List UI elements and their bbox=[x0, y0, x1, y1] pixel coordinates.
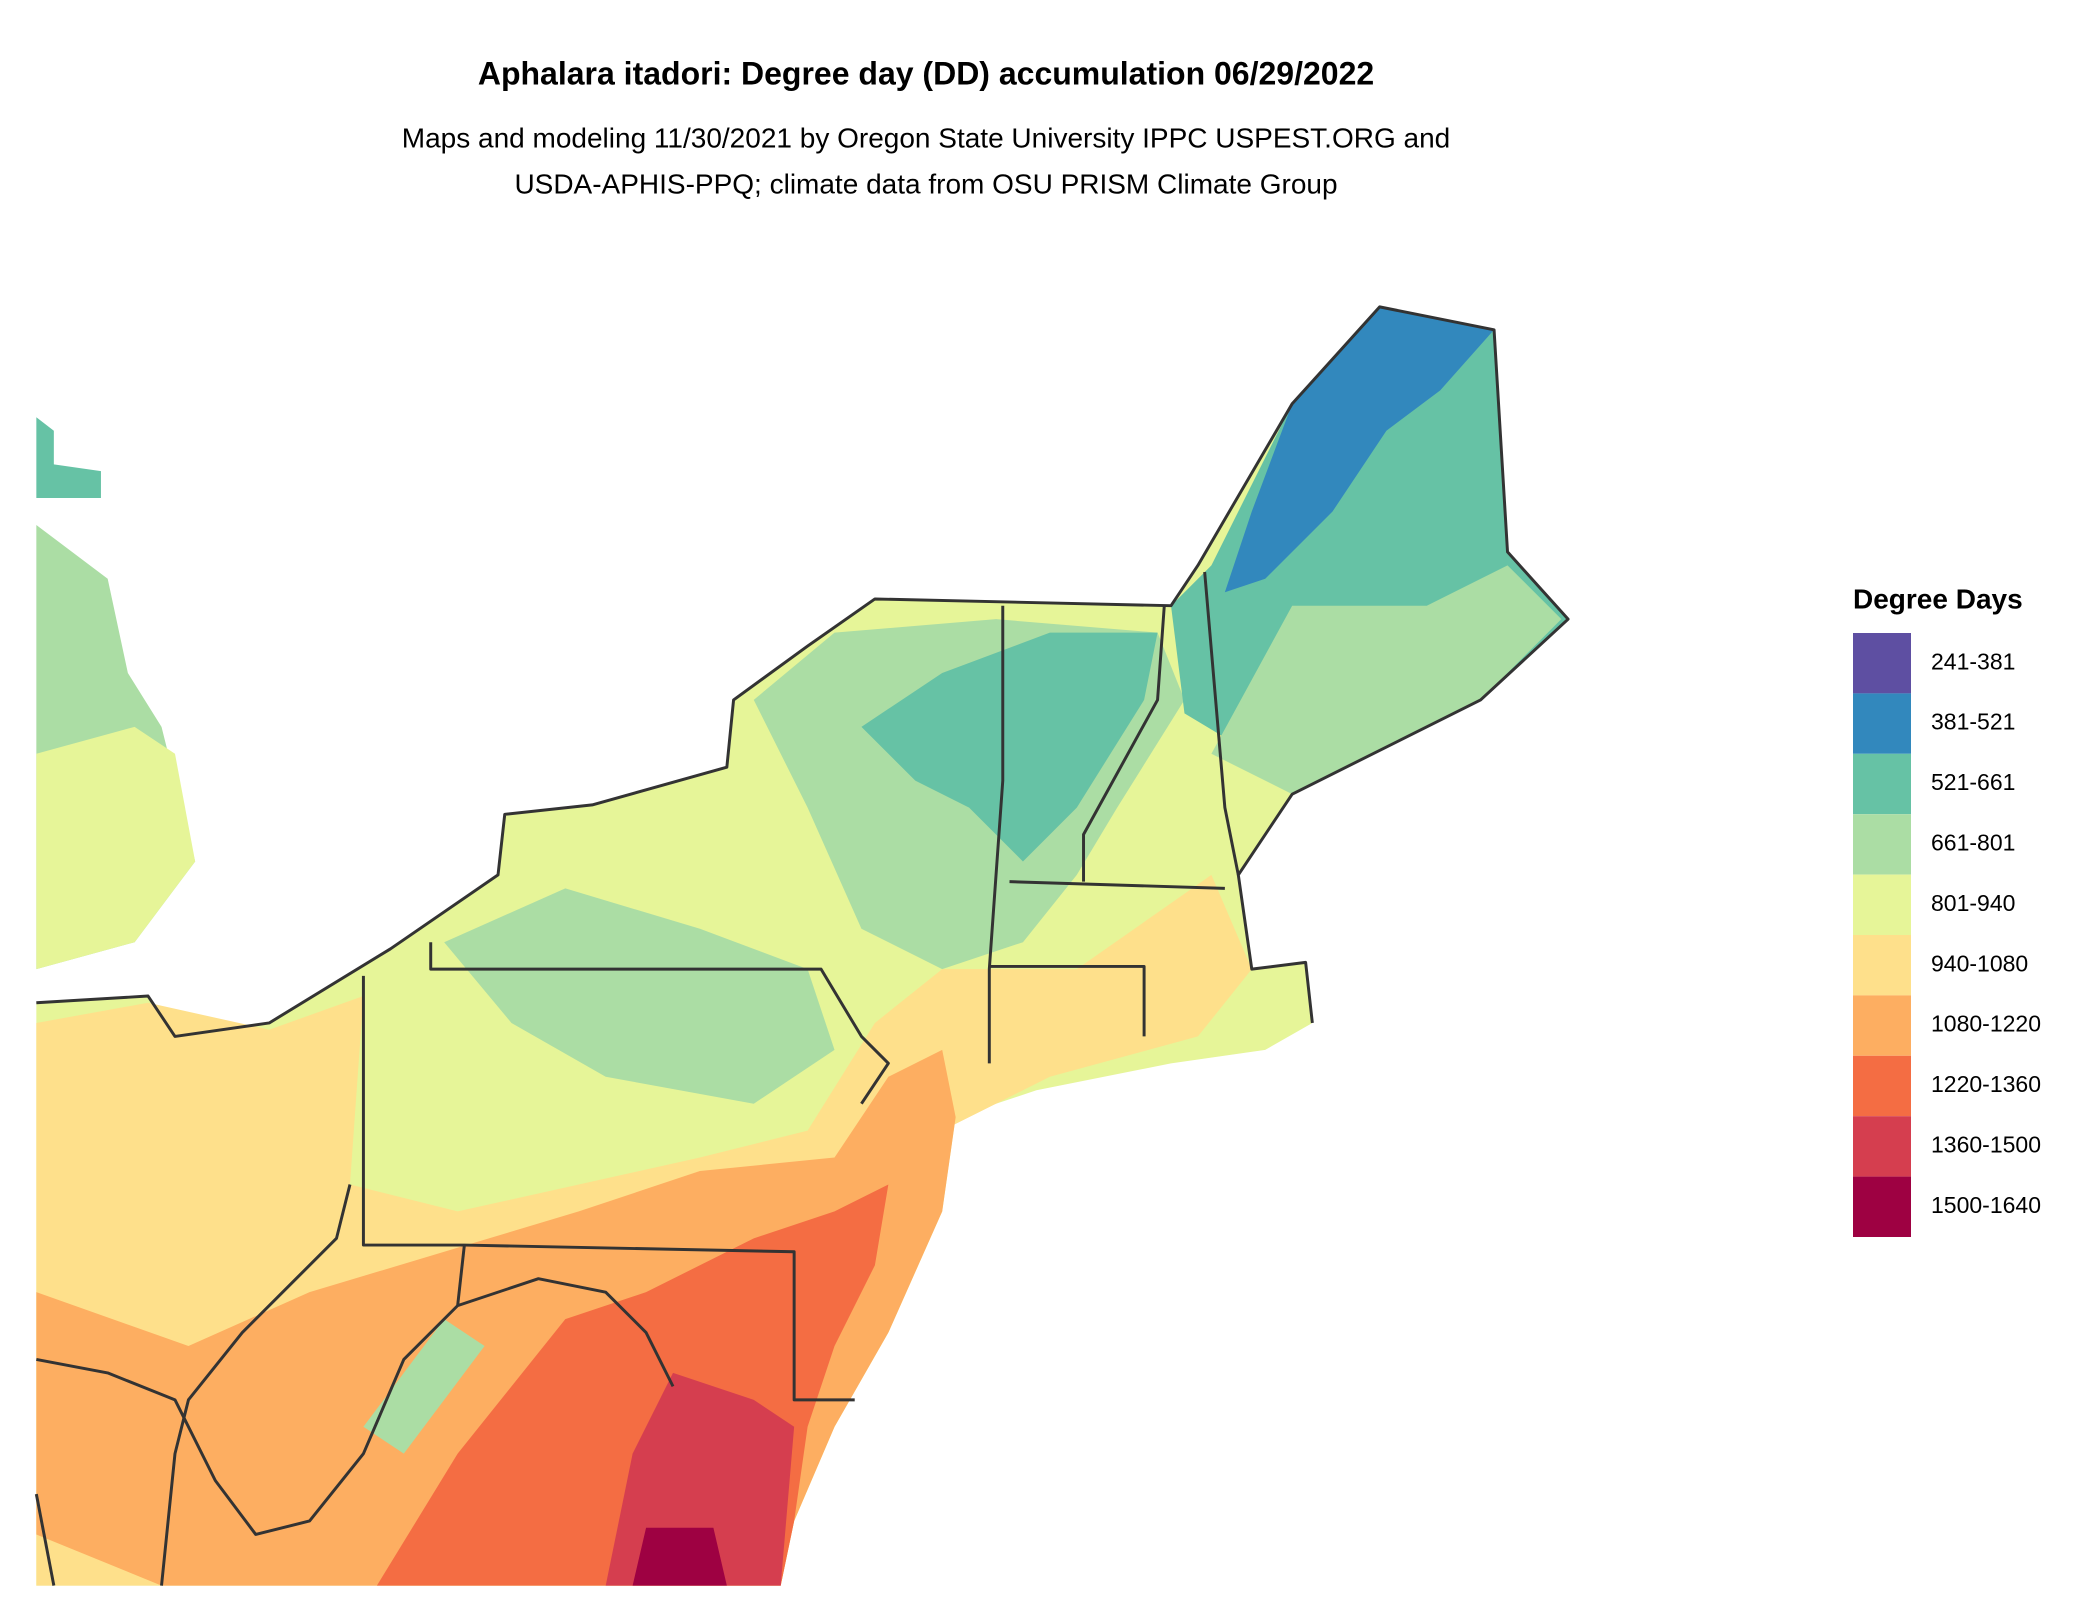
legend-swatch bbox=[1853, 633, 1911, 694]
legend-swatch bbox=[1853, 1176, 1911, 1237]
legend-label: 1220-1360 bbox=[1931, 1071, 2041, 1097]
land bbox=[36, 417, 101, 499]
legend-swatch bbox=[1853, 1116, 1911, 1177]
legend-title: Degree Days bbox=[1853, 583, 2023, 614]
map-subtitle: Maps and modeling 11/30/2021 by Oregon S… bbox=[402, 122, 1450, 153]
state-border bbox=[1203, 571, 1240, 876]
map bbox=[34, 305, 1570, 1586]
legend-swatch bbox=[1853, 874, 1911, 935]
state-border bbox=[429, 942, 890, 1105]
legend-swatch bbox=[1853, 814, 1911, 875]
state-border bbox=[987, 605, 1005, 1064]
land bbox=[36, 726, 196, 970]
map-title: Aphalara itadori: Degree day (DD) accumu… bbox=[478, 55, 1374, 91]
zone bbox=[861, 632, 1158, 862]
legend: 241-381 381-521 521-661 661-801 801-940 940-1… bbox=[1853, 633, 2041, 1237]
legend-label: 1500-1640 bbox=[1931, 1192, 2041, 1218]
zone bbox=[1224, 306, 1495, 593]
state-border bbox=[36, 305, 1570, 1038]
legend-label: 521-661 bbox=[1931, 769, 2015, 795]
zone bbox=[444, 888, 835, 1104]
legend-label: 381-521 bbox=[1931, 709, 2015, 735]
legend-label: 1360-1500 bbox=[1931, 1131, 2041, 1157]
legend-swatch bbox=[1853, 995, 1911, 1056]
legend-label: 801-940 bbox=[1931, 890, 2015, 916]
state-border bbox=[989, 964, 1146, 1037]
legend-label: 661-801 bbox=[1931, 829, 2015, 855]
state-border bbox=[160, 1184, 352, 1586]
state-border bbox=[36, 1277, 675, 1536]
zone bbox=[363, 1319, 485, 1454]
legend-swatch bbox=[1853, 753, 1911, 815]
legend-label: 241-381 bbox=[1931, 648, 2015, 674]
state-border bbox=[1009, 880, 1225, 890]
state-border bbox=[34, 1493, 56, 1586]
legend-swatch bbox=[1853, 935, 1911, 996]
state-border bbox=[456, 1244, 466, 1306]
map-subtitle: USDA-APHIS-PPQ; climate data from OSU PR… bbox=[514, 168, 1337, 199]
legend-swatch bbox=[1853, 1055, 1911, 1117]
state-border bbox=[361, 975, 855, 1402]
legend-swatch bbox=[1853, 693, 1911, 754]
zone bbox=[632, 1527, 727, 1586]
state-border bbox=[1082, 605, 1166, 882]
zone bbox=[1211, 565, 1562, 795]
legend-label: 1080-1220 bbox=[1931, 1011, 2041, 1037]
legend-label: 940-1080 bbox=[1931, 950, 2028, 976]
